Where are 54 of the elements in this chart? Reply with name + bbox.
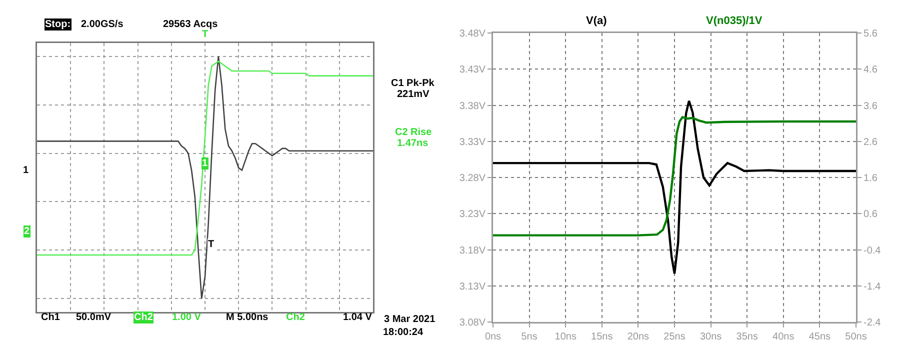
y-tick-label: 3.48V: [459, 28, 486, 40]
text: Ch2: [286, 312, 306, 323]
text: V(n035)/1V: [706, 15, 763, 27]
y-tick-label: 3.43V: [459, 64, 486, 76]
x-tick-label: 0ns: [484, 332, 502, 342]
x-tick-label: 20ns: [627, 332, 650, 342]
text: Ch2: [134, 312, 154, 323]
y2-tick-label: 1.6: [864, 173, 878, 184]
x-tick-label: 35ns: [736, 332, 758, 342]
line-series: [493, 116, 856, 236]
text: C2 Rise: [395, 127, 432, 138]
x-tick-label: 30ns: [700, 332, 722, 342]
text: 29563 Acqs: [163, 19, 218, 30]
x-tick-label: 40ns: [772, 332, 794, 342]
x-tick-label: 10ns: [554, 332, 576, 342]
x-tick-label: 15ns: [591, 332, 613, 342]
y2-tick-label: -0.4: [864, 245, 882, 256]
annotation: T: [208, 239, 214, 250]
text: 3 Mar 2021: [384, 314, 436, 325]
text: M 5.00ns: [226, 312, 269, 323]
y-tick-label: 3.18V: [459, 245, 486, 256]
text: T: [202, 29, 208, 40]
text: 18:00:24: [383, 327, 424, 338]
text: 1.04 V: [343, 312, 372, 323]
y-tick-label: 3.28V: [459, 173, 486, 184]
y-tick-label: 3.23V: [459, 209, 486, 220]
y2-tick-label: 0.6: [864, 209, 878, 220]
text: Ch1: [41, 312, 60, 323]
x-tick-label: 45ns: [808, 332, 831, 342]
y2-tick-label: 4.6: [864, 64, 878, 76]
text: 2: [24, 226, 30, 237]
y2-tick-label: 2.6: [864, 136, 878, 148]
x-tick-label: 25ns: [664, 332, 686, 342]
text: 221mV: [397, 89, 430, 100]
text: 2.00GS/s: [81, 19, 124, 30]
y2-tick-label: 5.6: [864, 28, 878, 40]
y2-tick-label: 3.6: [864, 100, 878, 112]
text: 1.47ns: [397, 138, 429, 149]
text: 1.00 V: [172, 312, 202, 323]
text: 1: [23, 165, 29, 176]
annotation: 1: [202, 158, 208, 169]
line-series: [493, 100, 856, 275]
text: C1 Pk-Pk: [391, 78, 435, 89]
text: 50.0mV: [76, 312, 112, 323]
y2-tick-label: -2.4: [864, 318, 882, 328]
y-tick-label: 3.38V: [459, 100, 486, 112]
x-tick-label: 50ns: [845, 332, 867, 342]
y-tick-label: 3.08V: [459, 318, 486, 328]
text: V(a): [586, 15, 608, 27]
x-tick-label: 5ns: [521, 332, 538, 342]
y2-tick-label: -1.4: [864, 281, 882, 292]
y-tick-label: 3.33V: [459, 136, 486, 148]
text: Stop:: [45, 19, 71, 30]
y-tick-label: 3.13V: [459, 281, 486, 292]
